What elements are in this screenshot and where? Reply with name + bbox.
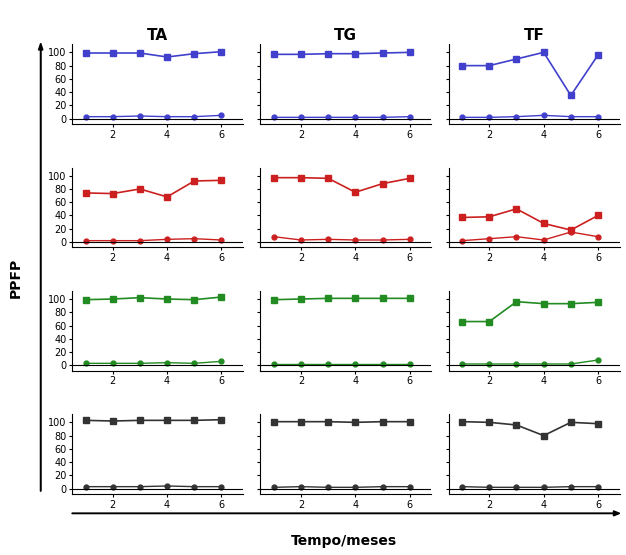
Title: TG: TG: [334, 28, 357, 43]
Title: TA: TA: [147, 28, 168, 43]
Title: TF: TF: [524, 28, 545, 43]
Text: PPFP: PPFP: [9, 258, 23, 297]
Text: Tempo/meses: Tempo/meses: [291, 534, 398, 548]
